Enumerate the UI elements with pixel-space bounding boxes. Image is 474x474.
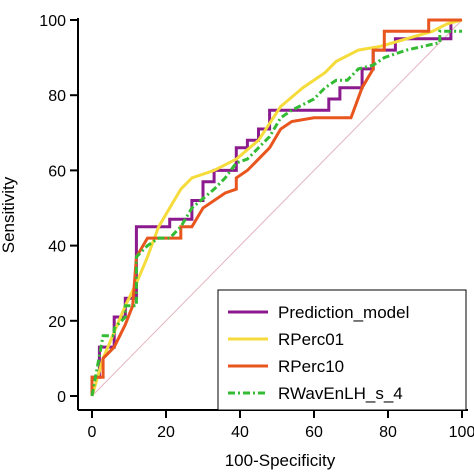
- legend: Prediction_model RPerc01 RPerc10 RWavEnLH_s…: [217, 289, 467, 411]
- y-tick-label: 40: [48, 239, 66, 256]
- series-line-3: [90, 29, 462, 397]
- x-axis-title: 100-Specificity: [225, 451, 336, 470]
- legend-label-2: RPerc10: [278, 357, 344, 376]
- ticks-layer: 0 20 40 60 80 100 0 20 40 60 80 100: [39, 13, 474, 441]
- x-tick-label: 40: [231, 424, 249, 441]
- y-axis-title: Sensitivity: [0, 176, 18, 253]
- legend-label-1: RPerc01: [278, 330, 344, 349]
- y-tick-label: 100: [39, 13, 66, 30]
- reference-line-layer: [91, 19, 463, 397]
- x-tick-label: 100: [449, 424, 474, 441]
- x-tick-label: 80: [379, 424, 397, 441]
- y-tick-label: 0: [57, 389, 66, 406]
- y-tick-label: 80: [48, 88, 66, 105]
- y-tick-label: 20: [48, 314, 66, 331]
- series-layer: [90, 18, 463, 397]
- series-line-2: [90, 18, 462, 396]
- x-tick-label: 0: [88, 424, 97, 441]
- x-tick-label: 20: [157, 424, 175, 441]
- legend-label-3: RWavEnLH_s_4: [278, 384, 403, 403]
- legend-box: [217, 289, 467, 411]
- y-tick-label: 60: [48, 163, 66, 180]
- legend-label-0: Prediction_model: [278, 303, 409, 322]
- reference-diagonal-line: [91, 19, 463, 397]
- x-tick-label: 60: [305, 424, 323, 441]
